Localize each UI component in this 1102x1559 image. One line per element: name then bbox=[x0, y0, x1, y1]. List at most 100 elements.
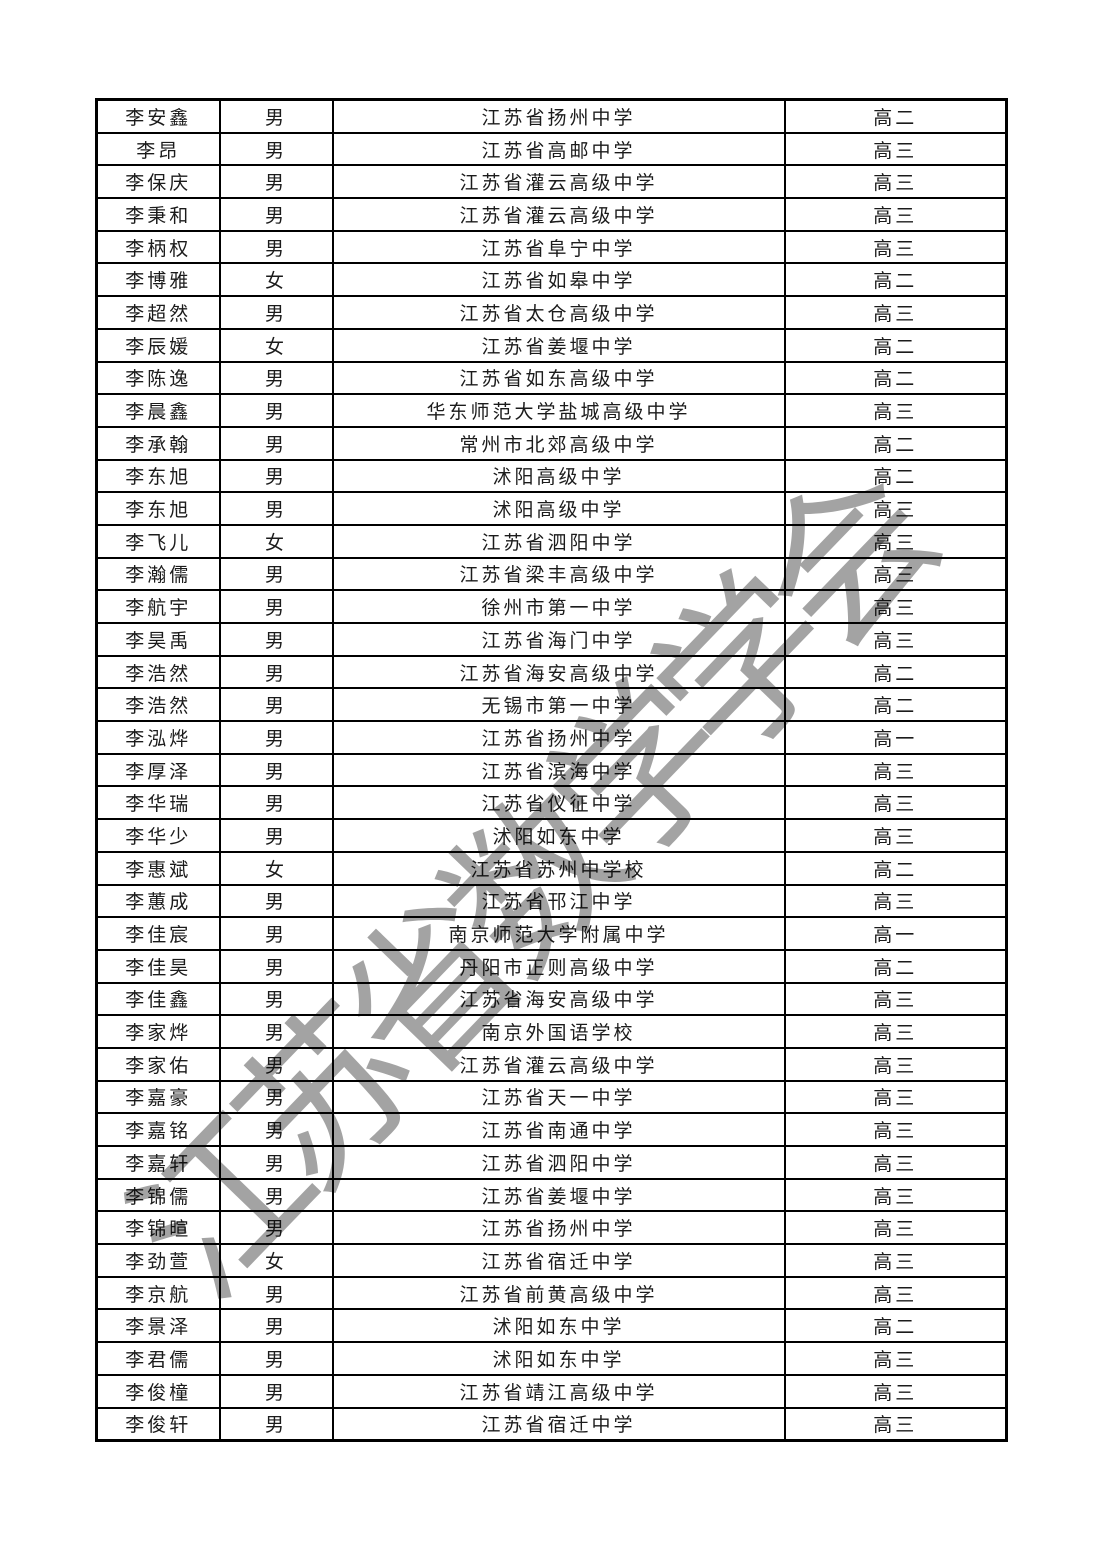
table-row: 李航宇男徐州市第一中学 高三 bbox=[95, 589, 1008, 624]
name-cell: 李晨鑫 bbox=[95, 393, 221, 428]
table-row: 李晨鑫男华东师范大学盐城高级中学 高三 bbox=[95, 393, 1008, 428]
grade-cell: 高三 bbox=[783, 1341, 1008, 1376]
grade-cell: 高三 bbox=[783, 393, 1008, 428]
grade-cell: 高三 bbox=[783, 1406, 1008, 1442]
name-cell: 李承翰 bbox=[95, 425, 221, 461]
gender-cell: 男 bbox=[218, 1112, 334, 1147]
gender-cell: 男 bbox=[218, 818, 334, 853]
gender-cell: 男 bbox=[218, 458, 334, 494]
table-row: 李秉和男江苏省灌云高级中学 高三 bbox=[95, 197, 1008, 232]
school-cell: 江苏省太仓高级中学 bbox=[331, 295, 786, 330]
grade-cell: 高三 bbox=[783, 197, 1008, 232]
name-cell: 李锦儒 bbox=[95, 1177, 221, 1213]
school-cell: 江苏省靖江高级中学 bbox=[331, 1373, 786, 1409]
table-row: 李浩然男无锡市第一中学 高二 bbox=[95, 687, 1008, 723]
grade-cell: 高三 bbox=[783, 785, 1008, 821]
table-row: 李博雅女江苏省如皋中学 高二 bbox=[95, 262, 1008, 298]
gender-cell: 男 bbox=[218, 916, 334, 951]
name-cell: 李嘉铭 bbox=[95, 1112, 221, 1147]
school-cell: 江苏省如皋中学 bbox=[331, 262, 786, 298]
school-cell: 江苏省扬州中学 bbox=[331, 720, 786, 755]
table-row: 李嘉豪男江苏省天一中学 高三 bbox=[95, 1079, 1008, 1115]
gender-cell: 男 bbox=[218, 425, 334, 461]
grade-cell: 高二 bbox=[783, 262, 1008, 298]
school-cell: 江苏省泗阳中学 bbox=[331, 1145, 786, 1180]
name-cell: 李家烨 bbox=[95, 1014, 221, 1049]
grade-cell: 高三 bbox=[783, 491, 1008, 526]
grade-cell: 高二 bbox=[783, 654, 1008, 690]
table-row: 李佳昊男丹阳市正则高级中学 高二 bbox=[95, 948, 1008, 984]
name-cell: 李佳宸 bbox=[95, 916, 221, 951]
school-cell: 丹阳市正则高级中学 bbox=[331, 948, 786, 984]
name-cell: 李嘉豪 bbox=[95, 1079, 221, 1115]
gender-cell: 男 bbox=[218, 1373, 334, 1409]
school-cell: 江苏省灌云高级中学 bbox=[331, 1046, 786, 1082]
table-row: 李浩然男江苏省海安高级中学 高二 bbox=[95, 654, 1008, 690]
grade-cell: 高二 bbox=[783, 360, 1008, 396]
school-cell: 沭阳如东中学 bbox=[331, 1341, 786, 1376]
grade-cell: 高三 bbox=[783, 1112, 1008, 1147]
gender-cell: 男 bbox=[218, 720, 334, 755]
name-cell: 李君儒 bbox=[95, 1341, 221, 1376]
school-cell: 江苏省天一中学 bbox=[331, 1079, 786, 1115]
gender-cell: 女 bbox=[218, 262, 334, 298]
name-cell: 李劲萱 bbox=[95, 1243, 221, 1278]
school-cell: 江苏省姜堰中学 bbox=[331, 1177, 786, 1213]
table-row: 李佳鑫男江苏省海安高级中学 高三 bbox=[95, 981, 1008, 1017]
gender-cell: 女 bbox=[218, 1243, 334, 1278]
table-row: 李陈逸男江苏省如东高级中学 高二 bbox=[95, 360, 1008, 396]
gender-cell: 男 bbox=[218, 883, 334, 919]
grade-cell: 高三 bbox=[783, 1243, 1008, 1278]
gender-cell: 男 bbox=[218, 98, 334, 134]
grade-cell: 高一 bbox=[783, 916, 1008, 951]
gender-cell: 女 bbox=[218, 850, 334, 886]
school-cell: 江苏省南通中学 bbox=[331, 1112, 786, 1147]
name-cell: 李昂 bbox=[95, 131, 221, 167]
name-cell: 李浩然 bbox=[95, 687, 221, 723]
gender-cell: 男 bbox=[218, 295, 334, 330]
school-cell: 江苏省高邮中学 bbox=[331, 131, 786, 167]
grade-cell: 高三 bbox=[783, 818, 1008, 853]
gender-cell: 男 bbox=[218, 1014, 334, 1049]
grade-cell: 高三 bbox=[783, 1210, 1008, 1246]
table-row: 李蕙成男江苏省邗江中学 高三 bbox=[95, 883, 1008, 919]
grade-cell: 高一 bbox=[783, 720, 1008, 755]
gender-cell: 男 bbox=[218, 229, 334, 265]
table-row: 李昂男江苏省高邮中学 高三 bbox=[95, 131, 1008, 167]
table-row: 李厚泽男江苏省滨海中学 高三 bbox=[95, 752, 1008, 788]
gender-cell: 男 bbox=[218, 1046, 334, 1082]
grade-cell: 高三 bbox=[783, 752, 1008, 788]
name-cell: 李瀚儒 bbox=[95, 556, 221, 592]
gender-cell: 女 bbox=[218, 523, 334, 559]
gender-cell: 男 bbox=[218, 948, 334, 984]
table-row: 李家烨男南京外国语学校 高三 bbox=[95, 1014, 1008, 1049]
gender-cell: 男 bbox=[218, 1341, 334, 1376]
name-cell: 李家佑 bbox=[95, 1046, 221, 1082]
school-cell: 江苏省灌云高级中学 bbox=[331, 197, 786, 232]
school-cell: 江苏省苏州中学校 bbox=[331, 850, 786, 886]
table-row: 李安鑫男江苏省扬州中学 高二 bbox=[95, 98, 1008, 134]
name-cell: 李东旭 bbox=[95, 458, 221, 494]
name-cell: 李锦暄 bbox=[95, 1210, 221, 1246]
name-cell: 李东旭 bbox=[95, 491, 221, 526]
name-cell: 李保庆 bbox=[95, 164, 221, 200]
school-cell: 江苏省宿迁中学 bbox=[331, 1406, 786, 1442]
table-row: 李飞儿女江苏省泗阳中学 高三 bbox=[95, 523, 1008, 559]
name-cell: 李华少 bbox=[95, 818, 221, 853]
table-row: 李保庆男江苏省灌云高级中学 高三 bbox=[95, 164, 1008, 200]
name-cell: 李超然 bbox=[95, 295, 221, 330]
table-row: 李京航男江苏省前黄高级中学 高三 bbox=[95, 1275, 1008, 1311]
table-row: 李东旭男沭阳高级中学 高二 bbox=[95, 458, 1008, 494]
grade-cell: 高三 bbox=[783, 523, 1008, 559]
school-cell: 沭阳高级中学 bbox=[331, 458, 786, 494]
table-row: 李嘉轩男江苏省泗阳中学 高三 bbox=[95, 1145, 1008, 1180]
table-row: 李华瑞男江苏省仪征中学 高三 bbox=[95, 785, 1008, 821]
name-cell: 李俊橦 bbox=[95, 1373, 221, 1409]
gender-cell: 男 bbox=[218, 752, 334, 788]
name-cell: 李泓烨 bbox=[95, 720, 221, 755]
gender-cell: 男 bbox=[218, 1275, 334, 1311]
gender-cell: 男 bbox=[218, 1079, 334, 1115]
table-row: 李瀚儒男江苏省梁丰高级中学 高三 bbox=[95, 556, 1008, 592]
grade-cell: 高三 bbox=[783, 164, 1008, 200]
